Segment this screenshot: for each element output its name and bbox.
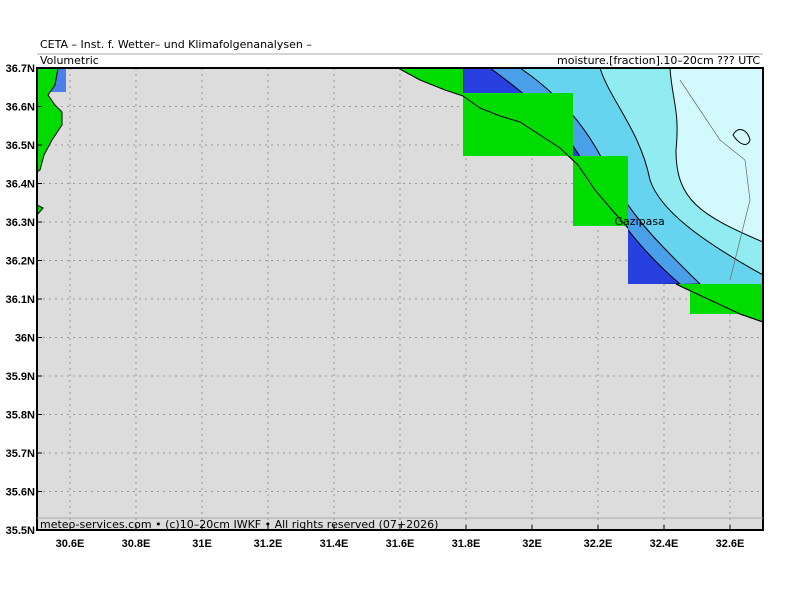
y-tick-label: 36N: [15, 333, 35, 345]
y-tick-label: 35.5N: [6, 525, 35, 537]
x-tick-label: 30.6E: [56, 538, 85, 550]
x-tick-label: 32.6E: [716, 538, 745, 550]
header-right: moisture.[fraction].10–20cm ??? UTC: [557, 54, 760, 67]
x-tick-label: 31.6E: [386, 538, 415, 550]
y-tick-label: 36.5N: [6, 140, 35, 152]
x-tick-label: 31.4E: [320, 538, 349, 550]
x-tick-label: 32.2E: [584, 538, 613, 550]
y-tick-label: 35.7N: [6, 448, 35, 460]
place-label: Gazipasa: [615, 215, 665, 228]
y-tick-label: 36.6N: [6, 102, 35, 114]
ticks: 30.6E 30.8E 31E 31.2E 31.4E 31.6E 31.8E 32E 32.2…: [6, 63, 745, 550]
x-tick-label: 32.4E: [650, 538, 679, 550]
y-tick-label: 36.2N: [6, 256, 35, 268]
footer: meteo-services.com • (c)10–20cm IWKF • A…: [40, 518, 438, 531]
y-tick-label: 35.8N: [6, 410, 35, 422]
x-tick-label: 30.8E: [122, 538, 151, 550]
x-tick-label: 31.8E: [452, 538, 481, 550]
y-tick-label: 35.9N: [6, 371, 35, 383]
y-tick-label: 36.7N: [6, 63, 35, 75]
y-tick-label: 36.1N: [6, 294, 35, 306]
x-tick-label: 32E: [522, 538, 542, 550]
header-title: CETA – Inst. f. Wetter– und Klimafolgena…: [40, 38, 312, 51]
y-tick-label: 35.6N: [6, 487, 35, 499]
x-tick-label: 31.2E: [254, 538, 283, 550]
header-left: Volumetric: [40, 54, 99, 67]
grid: [37, 68, 763, 530]
y-tick-label: 36.3N: [6, 217, 35, 229]
y-tick-label: 36.4N: [6, 179, 35, 191]
x-tick-label: 31E: [192, 538, 212, 550]
